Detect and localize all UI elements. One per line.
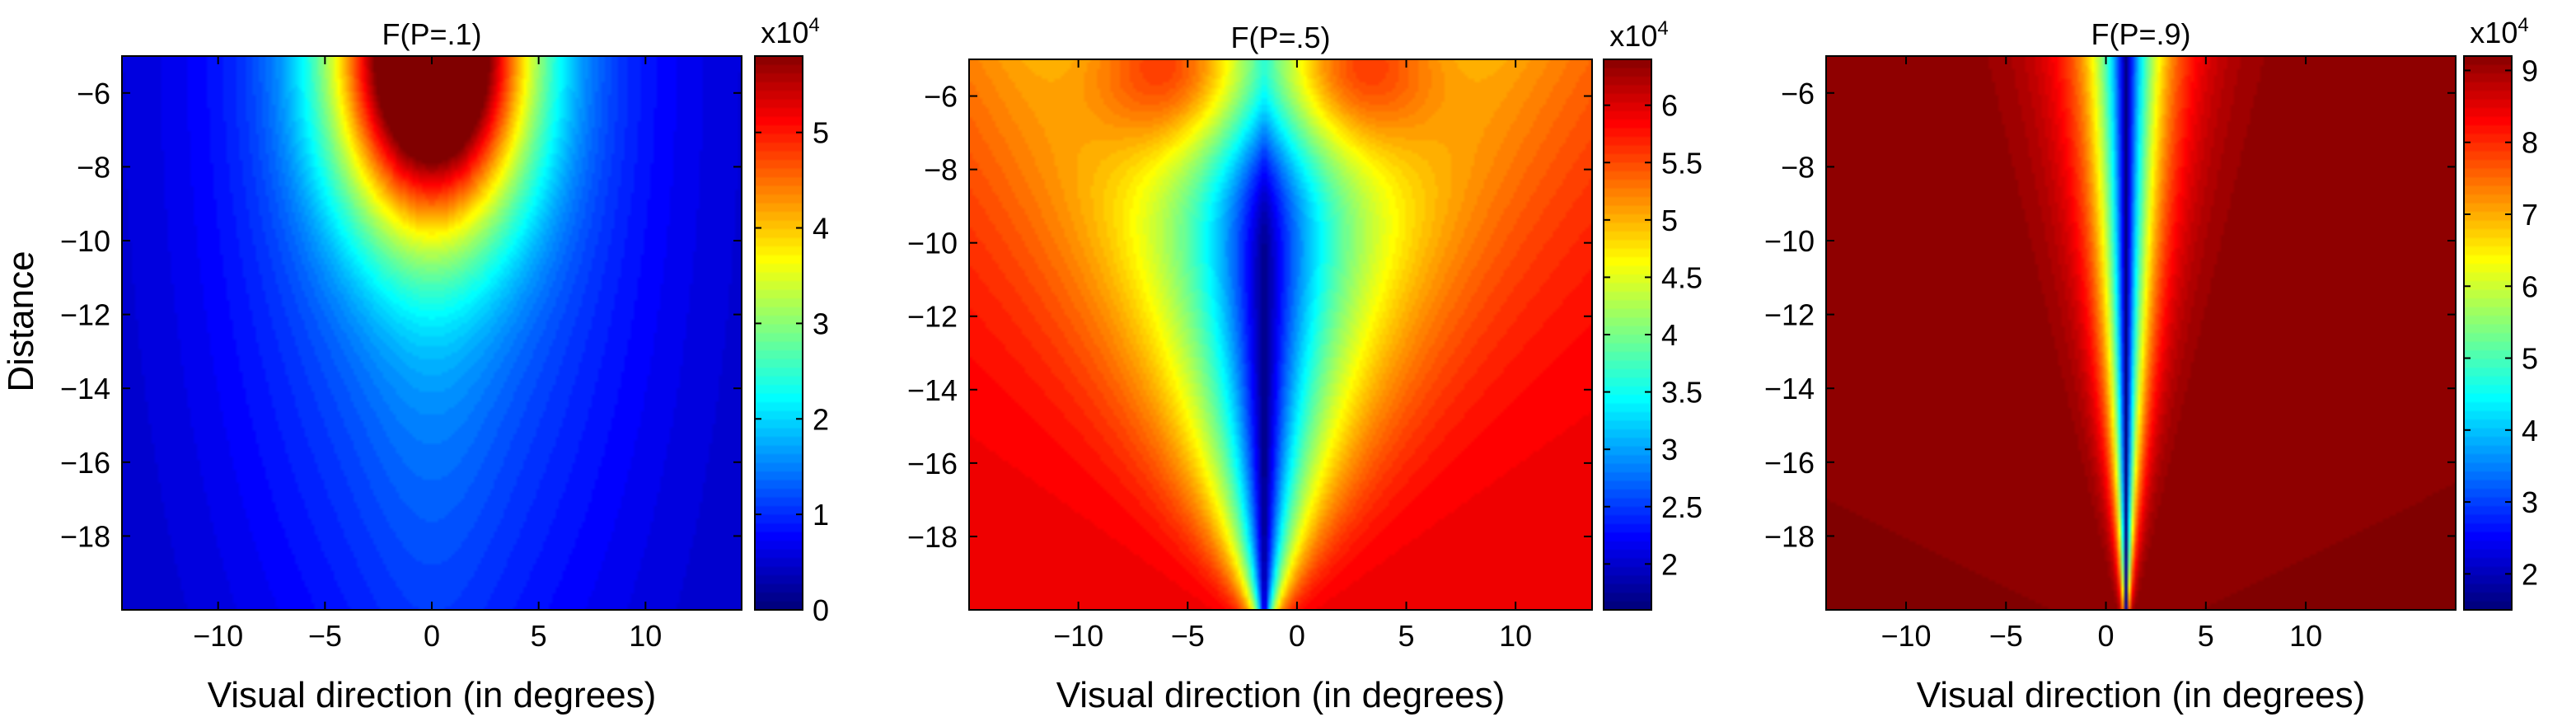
panel-1: F(P=.1)−10 −5 0 5 10−6−8−10−12−14−16−18Visua…: [60, 14, 829, 715]
colorbar-tick-label: 5: [1661, 204, 1678, 237]
colorbar-tick-label: 5: [2522, 342, 2538, 376]
colorbar-tick-label: 5: [813, 116, 829, 150]
y-tick-label: −14: [907, 373, 958, 407]
colorbar-tick-label: 2.5: [1661, 490, 1703, 524]
colorbar: [1604, 59, 1651, 610]
panels: F(P=.1)−10 −5 0 5 10−6−8−10−12−14−16−18Visua…: [60, 14, 2538, 715]
y-tick-label: −6: [1781, 77, 1815, 110]
panel-3: F(P=.9) −10 −5 0 5 10 −6 −8 −10 −12 −14 −16 −18 Visua…: [1764, 14, 2538, 715]
colorbar-tick-label: 1: [813, 498, 829, 532]
colorbar-tick-label: 2: [2522, 557, 2538, 591]
y-tick-label: −8: [77, 150, 110, 184]
x-tick-label: 0: [1289, 619, 1305, 653]
colorbar-exponent-power: 4: [808, 14, 819, 36]
colorbar-tick-label: 3: [813, 307, 829, 340]
colorbar-tick-label: 9: [2522, 54, 2538, 87]
colorbar-tick-label: 2: [813, 402, 829, 436]
x-tick-label: 0: [424, 619, 440, 653]
x-tick-label: 10: [1499, 619, 1532, 653]
colorbar-tick-label: 4: [813, 212, 829, 246]
colorbar-tick-label: 3.5: [1661, 376, 1703, 410]
x-tick-label: −10: [1880, 619, 1931, 653]
y-tick-label: −12: [1764, 298, 1815, 332]
colorbar-tick-label: 8: [2522, 126, 2538, 160]
y-tick-label: −6: [924, 80, 958, 114]
panel-title: F(P=.5): [1230, 21, 1330, 54]
x-axis-title: Visual direction (in degrees): [1917, 675, 2366, 715]
x-tick-label: −5: [1171, 619, 1205, 653]
panel-title: F(P=.1): [382, 17, 481, 51]
y-tick-label: −8: [1781, 150, 1815, 184]
y-tick-label: −8: [924, 153, 958, 187]
colorbar-tick-label: 5.5: [1661, 146, 1703, 180]
colorbar-tick-label: 7: [2522, 198, 2538, 232]
y-tick-label: −10: [1764, 224, 1815, 258]
colorbar-tick-label: 3: [2522, 485, 2538, 519]
y-tick-label: −14: [60, 372, 110, 405]
colorbar-tick-label: 2: [1661, 547, 1678, 581]
y-tick-label: −18: [60, 519, 110, 553]
colorbar-exponent-power: 4: [2517, 14, 2528, 36]
y-tick-label: −12: [60, 298, 110, 332]
colorbar-exponent-power: 4: [1657, 17, 1668, 40]
y-tick-label: −14: [1764, 372, 1815, 405]
colorbar-tick-label: 4: [2522, 414, 2538, 448]
colorbar-exponent: x104: [2470, 14, 2528, 49]
colorbar-tick-label: 3: [1661, 433, 1678, 466]
colorbar-frame: [754, 55, 803, 611]
y-tick-label: −18: [1764, 519, 1815, 553]
y-tick-label: −10: [60, 224, 110, 258]
x-tick-label: −10: [193, 619, 243, 653]
colorbar-tick-label: 4.5: [1661, 260, 1703, 294]
colorbar-tick-label: 6: [1661, 89, 1678, 123]
x-tick-label: −5: [1989, 619, 2023, 653]
colorbar-exponent: x104: [761, 14, 819, 49]
panel-title: F(P=.9): [2091, 17, 2190, 51]
colorbar-exponent: x104: [1609, 17, 1668, 53]
y-axis-title: Distance: [1, 251, 41, 391]
y-tick-label: −16: [1764, 446, 1815, 480]
heatmap-image: [1826, 56, 2456, 610]
y-tick-label: −6: [77, 77, 110, 110]
x-tick-label: 5: [1398, 619, 1415, 653]
panel-2: F(P=.5) −10 −5 0 5 10 −6 −8 −10 −12 −14 −16 −18 Visua…: [907, 17, 1703, 715]
heatmap-image: [122, 56, 742, 610]
y-tick-label: −10: [907, 227, 958, 260]
colorbar: [2464, 56, 2512, 610]
colorbar-tick-label: 6: [2522, 269, 2538, 303]
colorbar-tick-label: 0: [813, 593, 829, 627]
colorbar: [755, 56, 803, 610]
x-tick-label: 10: [629, 619, 662, 653]
x-tick-label: −10: [1053, 619, 1103, 653]
x-tick-label: 5: [531, 619, 547, 653]
x-tick-label: 0: [2098, 619, 2115, 653]
y-tick-label: −16: [60, 446, 110, 480]
x-axis-title: Visual direction (in degrees): [1056, 675, 1506, 715]
y-tick-label: −16: [907, 447, 958, 480]
plot-frame: [968, 59, 1593, 611]
x-tick-label: 10: [2289, 619, 2322, 653]
y-tick-label: −12: [907, 300, 958, 334]
y-tick-label: −18: [907, 520, 958, 554]
colorbar-tick-label: 4: [1661, 318, 1678, 352]
plot-frame: [1825, 55, 2457, 611]
heatmap-image: [969, 59, 1592, 610]
x-tick-label: 5: [2198, 619, 2214, 653]
colorbar-frame: [2463, 55, 2513, 611]
x-tick-label: −5: [308, 619, 342, 653]
x-axis-title: Visual direction (in degrees): [208, 675, 657, 715]
